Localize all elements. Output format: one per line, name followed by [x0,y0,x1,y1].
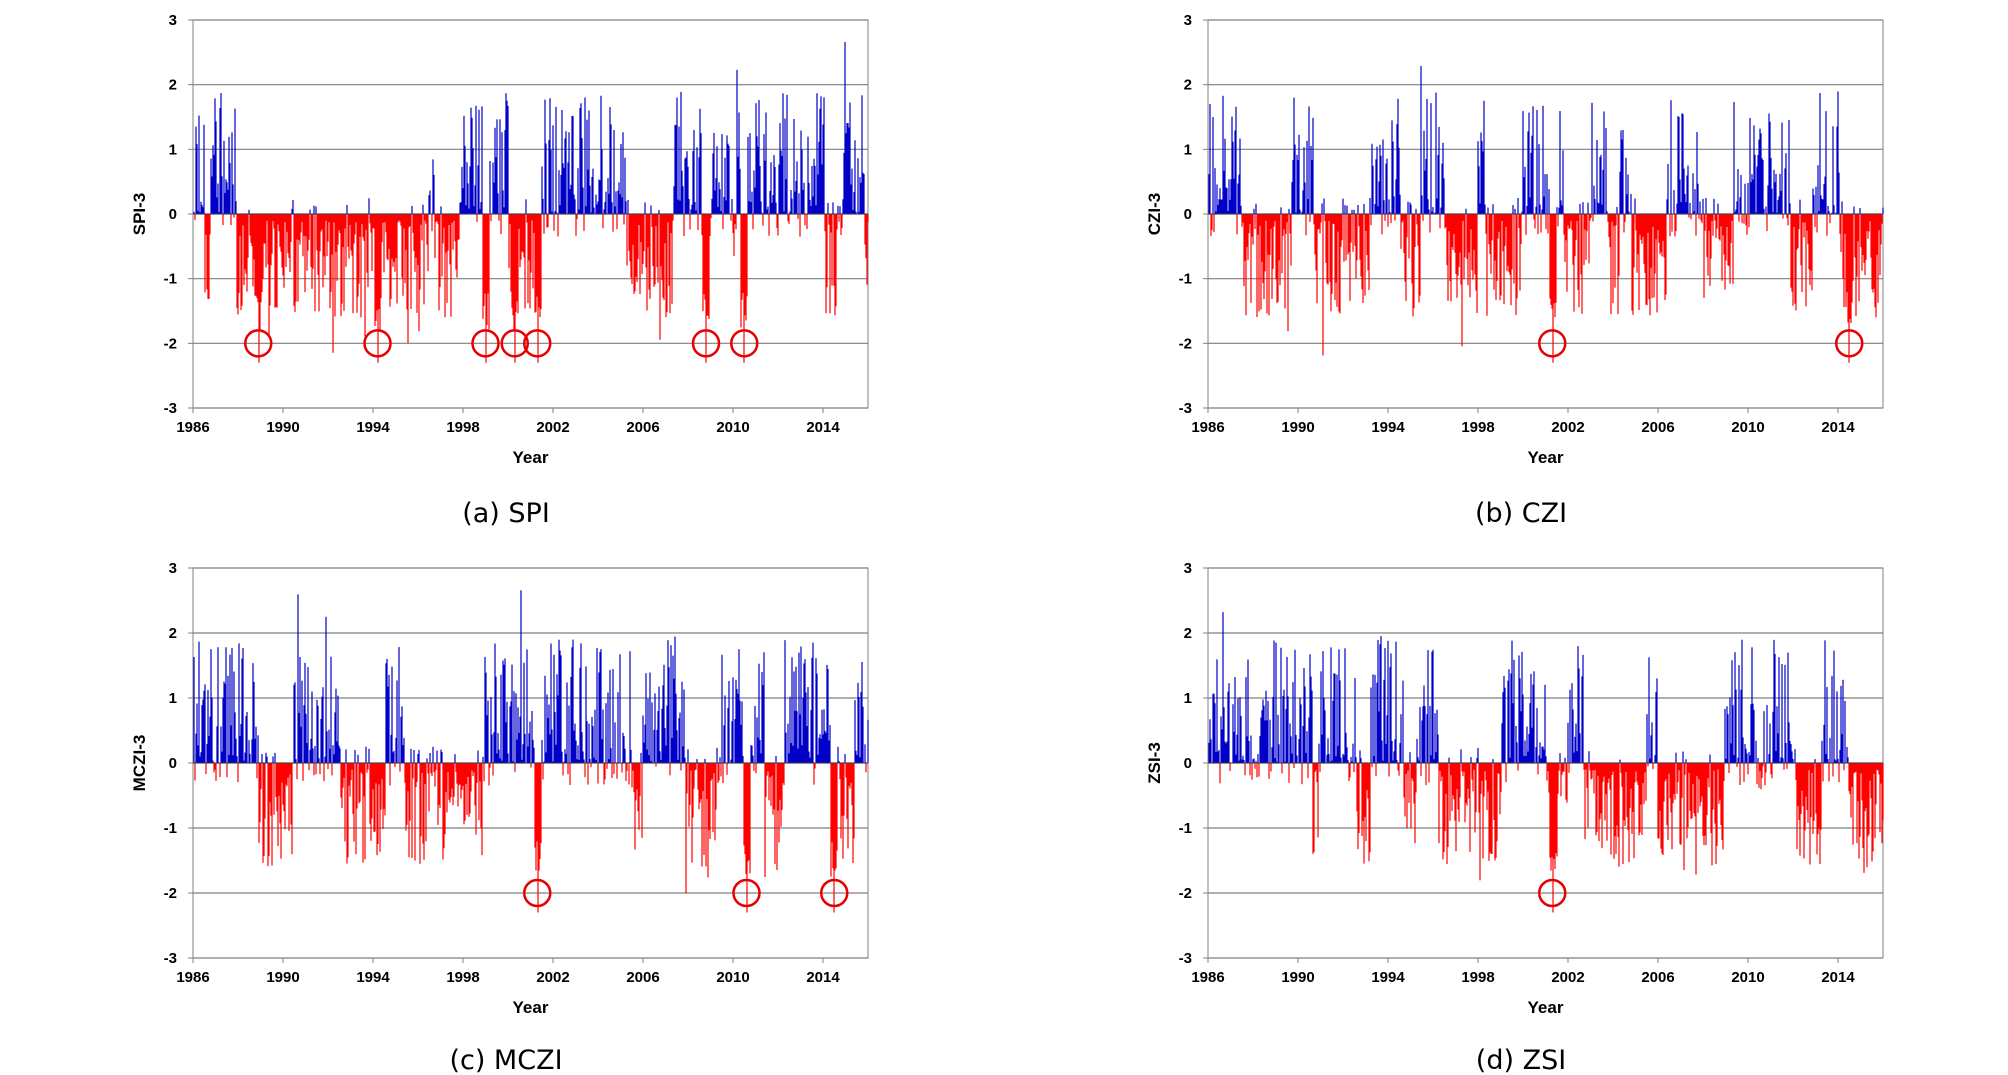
y-tick-label: -1 [1179,820,1192,837]
drought-event-circle [730,329,759,358]
drought-event-circle [820,878,849,908]
x-axis-label: Year [1528,998,1564,1017]
x-tick-label: 1986 [1191,969,1224,986]
drought-event-circle [691,329,721,358]
y-axis-label: ZSI-3 [1145,742,1164,784]
y-tick-label: 3 [169,560,177,577]
x-tick-label: 1994 [1371,419,1405,436]
y-axis-label: CZI-3 [1145,193,1164,236]
x-tick-label: 2002 [536,969,569,986]
x-tick-label: 2014 [1821,969,1855,986]
caption-d: (d) ZSI [1476,1045,1566,1075]
y-tick-label: -1 [1179,271,1192,288]
x-tick-label: 1994 [1371,969,1405,986]
panel-mczi: 3 2 1 0 -1 -2 -3 1986 1990 1994 1998 2002 2006 2010 20… [130,560,869,1017]
y-axis-label: MCZI-3 [130,735,149,792]
x-tick-label: 1998 [446,419,479,436]
panel-czi: 3 2 1 0 -1 -2 -3 1986 1990 1994 1998 2002 2006 2010 20… [1145,12,1884,467]
drought-event-circle [1538,329,1567,358]
panel-spi: 3 2 1 0 -1 -2 -3 1986 1990 1994 1998 2002 2006 2010 20… [130,12,869,467]
x-tick-label: 1990 [1281,969,1314,986]
x-tick-label: 2006 [1641,419,1674,436]
x-tick-label: 2002 [536,419,569,436]
x-tick-label: 2014 [806,419,840,436]
y-tick-label: -3 [1179,950,1192,967]
x-tick-label: 1998 [1461,969,1494,986]
x-tick-label: 1998 [446,969,479,986]
x-tick-label: 2014 [1821,419,1855,436]
drought-event-circle [732,878,761,908]
drought-event-circle [1538,878,1567,908]
x-axis-label: Year [513,998,549,1017]
y-tick-label: -2 [1179,335,1192,352]
y-tick-label: 3 [169,12,177,29]
drought-event-circle [523,329,552,358]
caption-b: (b) CZI [1475,498,1567,529]
panel-zsi: 3 2 1 0 -1 -2 -3 1986 1990 1994 1998 2002 2006 2010 20… [1145,560,1884,1017]
x-tick-label: 2010 [716,969,749,986]
y-tick-label: -3 [164,950,177,967]
y-tick-label: 1 [1184,690,1192,707]
y-tick-label: 1 [1184,141,1192,158]
x-tick-label: 1990 [1281,419,1314,436]
y-tick-label: -1 [164,271,177,288]
x-axis-label: Year [513,448,549,467]
y-tick-label: 1 [169,690,177,707]
x-tick-label: 1998 [1461,419,1494,436]
x-tick-label: 1986 [176,969,209,986]
y-tick-label: -2 [1179,885,1192,902]
y-tick-label: -2 [164,335,177,352]
x-axis-label: Year [1528,448,1564,467]
x-tick-label: 1994 [356,419,390,436]
x-tick-label: 1990 [266,969,299,986]
y-tick-label: 2 [1184,77,1192,94]
y-tick-label: -2 [164,885,177,902]
caption-c: (c) MCZI [449,1045,562,1075]
drought-event-circle [471,329,500,358]
y-tick-label: 0 [169,206,177,223]
x-tick-label: 2006 [626,969,659,986]
x-tick-label: 1990 [266,419,299,436]
x-tick-label: 2002 [1551,969,1584,986]
x-tick-label: 2006 [626,419,659,436]
drought-event-circle [523,878,552,908]
y-axis-label: SPI-3 [130,193,149,236]
x-tick-label: 2006 [1641,969,1674,986]
drought-event-circle [363,329,392,358]
y-tick-label: -3 [164,400,177,417]
x-tick-label: 2014 [806,969,840,986]
y-tick-label: 0 [169,755,177,772]
x-tick-label: 1986 [176,419,209,436]
y-tick-label: 0 [1184,755,1192,772]
y-tick-label: 1 [169,141,177,158]
caption-a: (a) SPI [462,498,550,529]
drought-event-circle [1835,329,1864,358]
x-tick-label: 1986 [1191,419,1224,436]
x-tick-label: 2002 [1551,419,1584,436]
y-tick-label: 2 [169,625,177,642]
y-tick-label: 2 [1184,625,1192,642]
x-tick-label: 2010 [1731,419,1764,436]
x-tick-label: 1994 [356,969,390,986]
y-tick-label: 2 [169,77,177,94]
x-tick-label: 2010 [1731,969,1764,986]
drought-event-circle [244,329,273,358]
y-tick-label: -3 [1179,400,1192,417]
x-tick-label: 2010 [716,419,749,436]
drought-event-circle [500,329,529,358]
y-tick-label: 3 [1184,12,1192,29]
y-tick-label: 0 [1184,206,1192,223]
y-tick-label: -1 [164,820,177,837]
y-tick-label: 3 [1184,560,1192,577]
